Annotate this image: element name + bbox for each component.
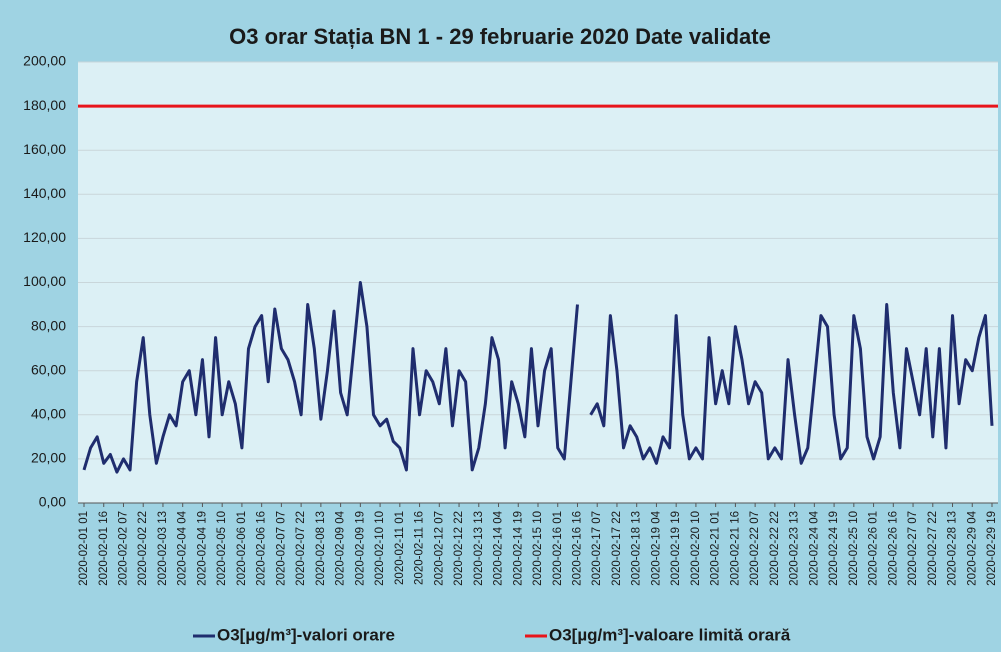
x-tick-label: 2020-02-21 01 — [710, 511, 722, 586]
x-tick-label: 2020-02-02 07 — [118, 511, 130, 586]
x-tick-label: 2020-02-19 04 — [650, 510, 662, 585]
y-tick-label: 40,00 — [31, 406, 66, 422]
x-tick-label: 2020-02-08 13 — [315, 511, 327, 586]
y-tick-label: 140,00 — [23, 185, 66, 201]
x-tick-label: 2020-02-17 07 — [591, 511, 603, 586]
x-tick-label: 2020-02-11 01 — [394, 511, 406, 585]
x-tick-label: 2020-02-22 22 — [769, 511, 781, 586]
x-tick-label: 2020-02-14 19 — [512, 511, 524, 586]
x-tick-label: 2020-02-23 13 — [789, 511, 801, 586]
y-tick-label: 200,00 — [23, 53, 66, 69]
x-tick-label: 2020-02-24 19 — [828, 511, 840, 586]
x-tick-label: 2020-02-19 19 — [670, 511, 682, 586]
legend-label: O3[µg/m³]-valori orare — [217, 625, 395, 644]
x-tick-label: 2020-02-24 04 — [808, 510, 820, 585]
data-line — [82, 281, 579, 474]
y-tick-label: 180,00 — [23, 97, 66, 113]
x-tick-label: 2020-02-06 01 — [236, 511, 248, 586]
x-tick-label: 2020-02-01 16 — [98, 511, 110, 586]
x-tick-label: 2020-02-20 10 — [690, 511, 702, 586]
x-tick-label: 2020-02-27 07 — [907, 511, 919, 586]
chart-title: O3 orar Stația BN 1 - 29 februarie 2020 … — [229, 24, 771, 49]
data-line — [589, 303, 994, 465]
y-tick-label: 20,00 — [31, 450, 66, 466]
x-tick-label: 2020-02-15 10 — [532, 511, 544, 586]
x-tick-label: 2020-02-05 10 — [216, 511, 228, 586]
x-tick-label: 2020-02-21 16 — [729, 511, 741, 586]
x-tick-label: 2020-02-01 01 — [78, 511, 90, 586]
y-tick-label: 80,00 — [31, 317, 66, 333]
x-tick-label: 2020-02-18 13 — [631, 511, 643, 586]
y-tick-label: 100,00 — [23, 273, 66, 289]
x-tick-label: 2020-02-12 22 — [453, 511, 465, 586]
x-tick-label: 2020-02-02 22 — [137, 511, 149, 586]
x-tick-label: 2020-02-29 19 — [986, 511, 998, 586]
x-tick-label: 2020-02-27 22 — [927, 511, 939, 586]
x-tick-label: 2020-02-03 13 — [157, 511, 169, 586]
x-tick-label: 2020-02-09 04 — [335, 510, 347, 585]
y-tick-label: 160,00 — [23, 141, 66, 157]
x-tick-label: 2020-02-26 01 — [868, 511, 880, 586]
x-tick-label: 2020-02-12 07 — [433, 511, 445, 586]
x-tick-label: 2020-02-16 01 — [552, 511, 564, 586]
x-tick-label: 2020-02-17 22 — [611, 511, 623, 586]
x-tick-label: 2020-02-07 07 — [275, 511, 287, 586]
x-tick-label: 2020-02-07 22 — [295, 511, 307, 586]
x-tick-label: 2020-02-09 19 — [354, 511, 366, 586]
x-tick-label: 2020-02-06 16 — [256, 511, 268, 586]
x-tick-label: 2020-02-13 13 — [473, 511, 485, 586]
x-tick-label: 2020-02-22 07 — [749, 511, 761, 586]
y-tick-label: 0,00 — [39, 494, 66, 510]
legend-label: O3[µg/m³]-valoare limită orară — [549, 625, 791, 644]
x-tick-label: 2020-02-29 04 — [966, 510, 978, 585]
y-tick-label: 120,00 — [23, 229, 66, 245]
y-tick-label: 60,00 — [31, 361, 66, 377]
x-tick-label: 2020-02-26 16 — [887, 511, 899, 586]
x-tick-label: 2020-02-04 04 — [177, 510, 189, 585]
x-tick-label: 2020-02-04 19 — [196, 511, 208, 586]
x-tick-label: 2020-02-10 10 — [374, 511, 386, 586]
x-tick-label: 2020-02-28 13 — [947, 511, 959, 586]
x-tick-label: 2020-02-14 04 — [493, 510, 505, 585]
x-tick-label: 2020-02-16 16 — [572, 511, 584, 586]
x-tick-label: 2020-02-11 16 — [414, 511, 426, 585]
x-tick-label: 2020-02-25 10 — [848, 511, 860, 586]
